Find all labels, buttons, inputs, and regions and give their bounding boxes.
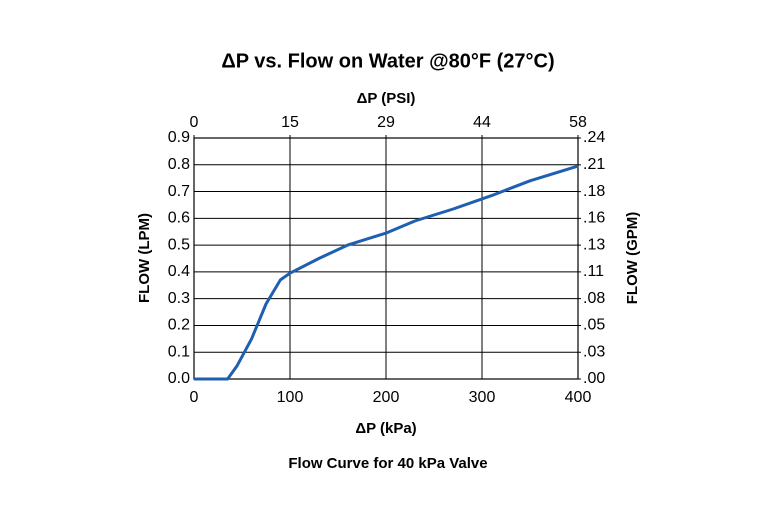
y2-tick-label: .18: [583, 183, 605, 200]
y2-tick-label: .16: [583, 210, 605, 227]
x-tick-label: 400: [565, 389, 592, 406]
y-tick-label: 0.8: [168, 156, 190, 173]
chart-subtitle: Flow Curve for 40 kPa Valve: [288, 455, 487, 472]
y2-tick-label: .03: [583, 343, 605, 360]
y-tick-label: 0.2: [168, 317, 190, 334]
chart-title: ΔP vs. Flow on Water @80°F (27°C): [221, 50, 554, 72]
y-tick-label: 0.5: [168, 236, 190, 253]
y2-tick-label: .05: [583, 317, 605, 334]
y-tick-label: 0.6: [168, 210, 190, 227]
y2-tick-label: .11: [583, 263, 604, 280]
y2-tick-label: .00: [583, 370, 605, 387]
y2-tick-label: .21: [583, 156, 605, 173]
y-tick-label: 0.7: [168, 183, 190, 200]
x-axis-label: ΔP (kPa): [355, 420, 416, 437]
x2-tick-label: 44: [473, 114, 491, 131]
x-tick-label: 200: [373, 389, 400, 406]
y-tick-label: 0.3: [168, 290, 190, 307]
y-tick-label: 0.1: [168, 343, 190, 360]
y2-tick-label: .24: [583, 129, 605, 146]
y2-tick-label: .13: [583, 236, 605, 253]
flow-curve: [194, 164, 579, 381]
x-tick-label: 100: [277, 389, 304, 406]
x-tick-label: 300: [469, 389, 496, 406]
x2-axis-label: ΔP (PSI): [357, 90, 416, 107]
x2-tick-label: 0: [190, 114, 199, 131]
x2-tick-label: 29: [377, 114, 395, 131]
x-tick-label: 0: [190, 389, 199, 406]
y-tick-label: 0.0: [168, 370, 190, 387]
y-axis-label: FLOW (LPM): [136, 213, 153, 303]
y2-axis-label: FLOW (GPM): [624, 212, 641, 304]
y-tick-label: 0.9: [168, 129, 190, 146]
y-tick-label: 0.4: [168, 263, 190, 280]
x2-tick-label: 15: [281, 114, 299, 131]
x2-tick-label: 58: [569, 114, 587, 131]
y2-tick-label: .08: [583, 290, 605, 307]
